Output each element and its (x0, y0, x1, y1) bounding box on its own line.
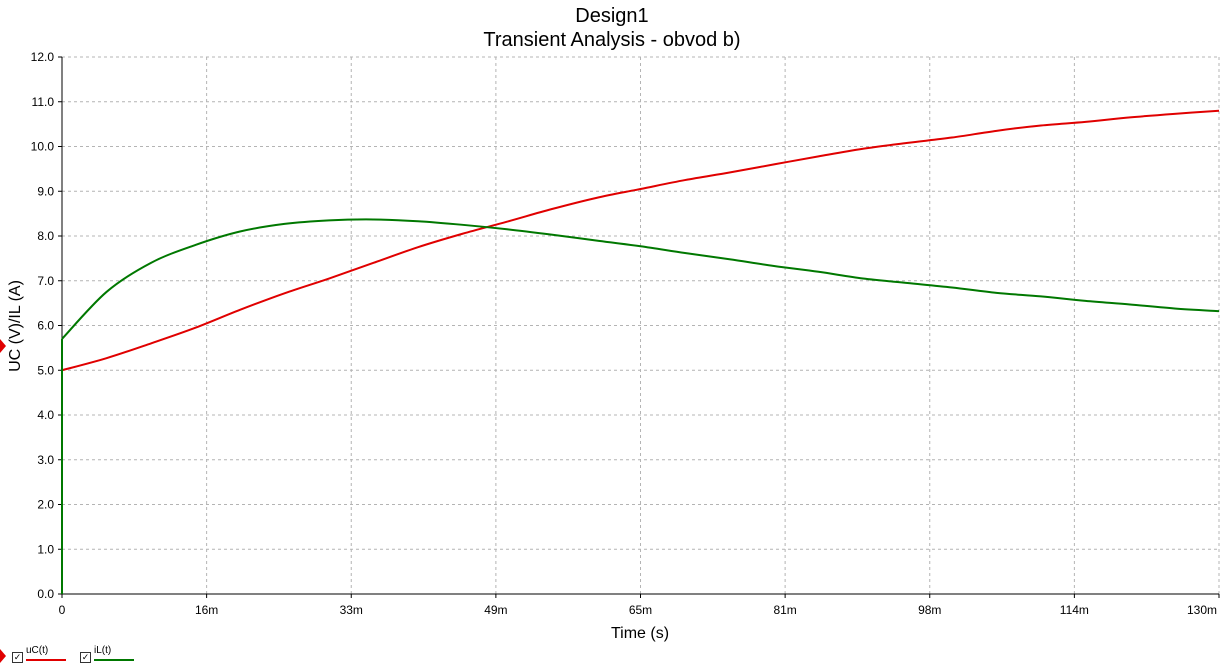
chart-subtitle: Transient Analysis - obvod b) (483, 29, 741, 51)
legend-label-iL: iL(t) (94, 645, 112, 656)
x-tick-label: 130m (1187, 603, 1217, 617)
y-tick-label: 8.0 (37, 229, 54, 243)
y-tick-label: 0.0 (37, 587, 54, 601)
series-line-uCt (61, 109, 1220, 372)
y-tick-label: 5.0 (37, 363, 54, 377)
tick-labels: 0 16m 33m 49m 65m 81m 98m 114m 130m 0.0 1.0 2.0 3.0 4… (31, 50, 1217, 617)
x-tick-label: 65m (629, 603, 652, 617)
axis-layer (58, 56, 1220, 598)
grid-layer (62, 56, 1220, 594)
y-tick-label: 7.0 (37, 274, 54, 288)
x-tick-label: 33m (340, 603, 363, 617)
legend-label-uC: uC(t) (26, 645, 49, 656)
x-tick-label: 0 (59, 603, 66, 617)
chart-title: Design1 (575, 5, 649, 27)
legend-checkbox-iL[interactable]: ✓ (80, 652, 91, 663)
x-tick-label: 49m (484, 603, 507, 617)
legend-swatch-iL (94, 659, 134, 661)
y-tick-label: 9.0 (37, 184, 54, 198)
x-tick-label: 81m (773, 603, 796, 617)
y-tick-label: 6.0 (37, 319, 54, 333)
x-tick-label: 114m (1060, 603, 1089, 617)
y-tick-label: 3.0 (37, 453, 54, 467)
legend-swatch-uC (26, 659, 66, 661)
x-tick-label: 98m (918, 603, 941, 617)
y-tick-label: 2.0 (37, 498, 54, 512)
y-tick-label: 11.0 (32, 95, 55, 109)
series-layer (61, 109, 1220, 594)
cursor-marker-bottom[interactable] (0, 649, 6, 663)
chart-title-block: Design1 Transient Analysis - obvod b) (0, 4, 1224, 52)
plot-area[interactable]: 0 16m 33m 49m 65m 81m 98m 114m 130m 0.0 1.0 2.0 3.0 4… (0, 0, 1224, 645)
series-line-iLt (61, 218, 1220, 340)
y-axis-title: UC (V)/IL (A) (7, 280, 24, 372)
y-tick-label: 1.0 (37, 542, 54, 556)
legend-checkbox-uC[interactable]: ✓ (12, 652, 23, 663)
x-axis-title: Time (s) (611, 625, 669, 642)
y-tick-label: 12.0 (31, 50, 55, 64)
y-tick-label: 10.0 (31, 140, 55, 154)
y-tick-label: 4.0 (37, 408, 54, 422)
x-tick-label: 16m (195, 603, 218, 617)
cursor-marker-left[interactable] (0, 339, 6, 353)
